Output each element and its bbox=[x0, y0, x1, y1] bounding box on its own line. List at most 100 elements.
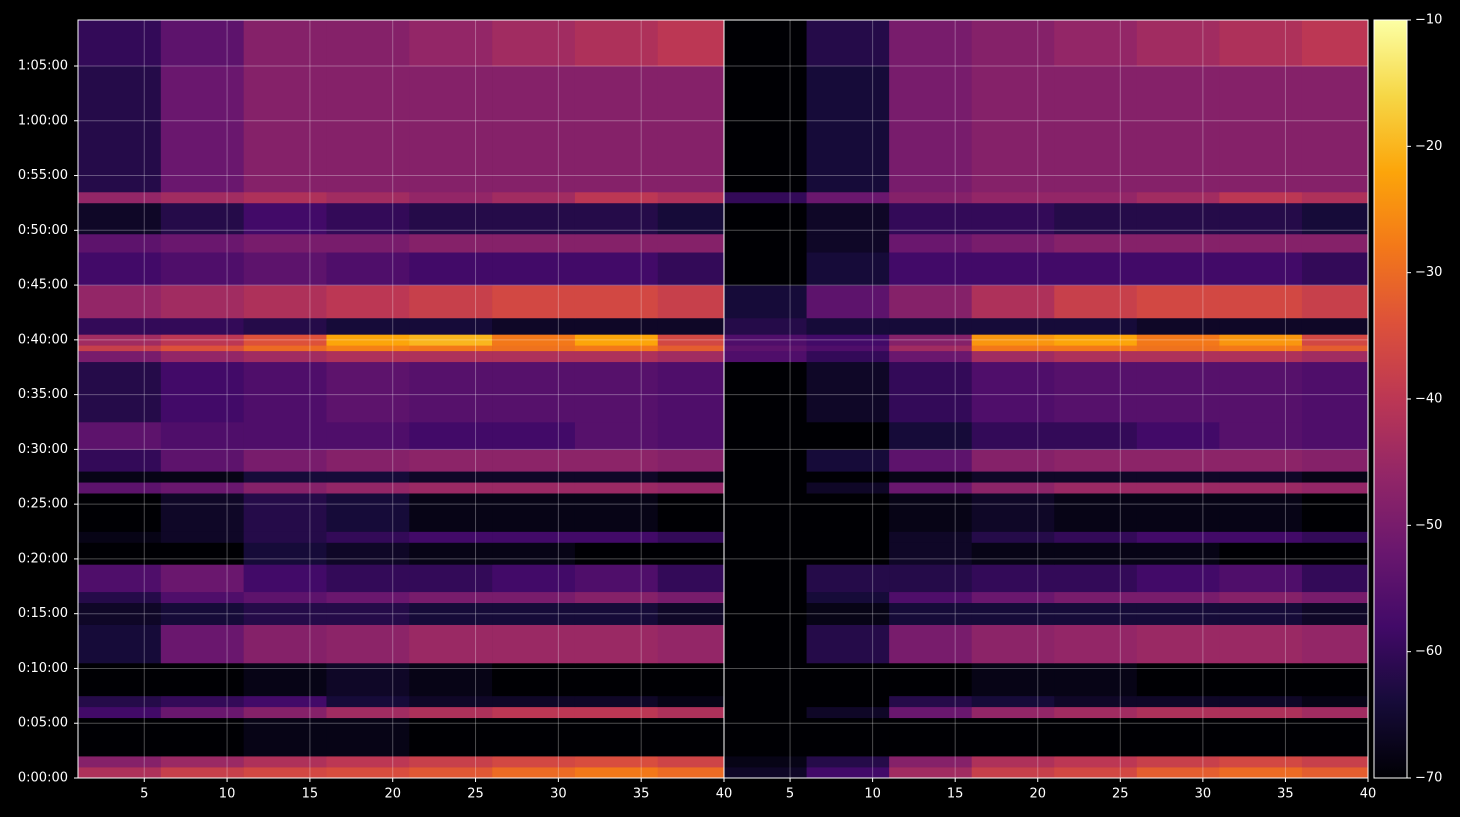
heatmap-cell bbox=[1301, 361, 1369, 423]
heatmap-cell bbox=[160, 756, 244, 768]
heatmap-cell bbox=[243, 482, 327, 494]
heatmap-cell bbox=[724, 66, 807, 193]
heatmap-cell bbox=[1219, 564, 1303, 593]
heatmap-cell bbox=[409, 662, 493, 697]
heatmap-cell bbox=[492, 493, 576, 532]
heatmap-cell bbox=[1136, 252, 1220, 286]
heatmap-cell bbox=[492, 317, 576, 335]
x-tick-label: 5 bbox=[140, 787, 148, 802]
heatmap-cell bbox=[1054, 202, 1138, 235]
heatmap-cell bbox=[78, 602, 162, 625]
heatmap-cell bbox=[492, 350, 576, 363]
heatmap-cell bbox=[409, 345, 493, 352]
heatmap-cell bbox=[971, 591, 1055, 604]
heatmap-cell bbox=[409, 756, 493, 768]
heatmap-cell bbox=[326, 471, 410, 483]
heatmap-cell bbox=[971, 285, 1055, 319]
heatmap-cell bbox=[78, 706, 162, 719]
y-tick-label: 0:05:00 bbox=[18, 716, 68, 731]
heatmap-cell bbox=[78, 345, 162, 352]
y-tick-label: 0:45:00 bbox=[18, 278, 68, 293]
heatmap-cell bbox=[657, 542, 725, 565]
heatmap-cell bbox=[889, 202, 972, 235]
heatmap-cell bbox=[78, 662, 162, 697]
heatmap-cell bbox=[243, 317, 327, 335]
heatmap-cell bbox=[78, 233, 162, 253]
heatmap-cell bbox=[1136, 695, 1220, 708]
heatmap-cell bbox=[806, 233, 890, 253]
heatmap-cell bbox=[1219, 471, 1303, 483]
heatmap-cell bbox=[574, 202, 659, 235]
heatmap-cell bbox=[243, 285, 327, 319]
heatmap-cell bbox=[1136, 602, 1220, 625]
heatmap-cell bbox=[657, 191, 725, 204]
heatmap-cell bbox=[889, 20, 972, 67]
heatmap-cell bbox=[492, 449, 576, 472]
heatmap-cell bbox=[243, 695, 327, 708]
heatmap-cell bbox=[160, 542, 244, 565]
heatmap-cell bbox=[492, 767, 576, 779]
heatmap-cell bbox=[971, 482, 1055, 494]
heatmap-cell bbox=[1054, 449, 1138, 472]
heatmap-cell bbox=[1219, 449, 1303, 472]
heatmap-cell bbox=[1054, 493, 1138, 532]
heatmap-cell bbox=[889, 422, 972, 450]
heatmap-cell bbox=[806, 285, 890, 319]
heatmap-cell bbox=[806, 542, 890, 565]
heatmap-cell bbox=[1301, 564, 1369, 593]
heatmap-cell bbox=[806, 602, 890, 625]
heatmap-cell bbox=[1301, 317, 1369, 335]
heatmap-cell bbox=[724, 695, 807, 708]
heatmap-cell bbox=[1136, 334, 1220, 346]
heatmap-cell bbox=[160, 624, 244, 664]
heatmap-cell bbox=[492, 66, 576, 193]
heatmap-cell bbox=[971, 252, 1055, 286]
heatmap-cell bbox=[160, 591, 244, 604]
y-tick-label: 0:35:00 bbox=[18, 387, 68, 402]
heatmap-cell bbox=[574, 624, 659, 664]
heatmap-cell bbox=[574, 252, 659, 286]
heatmap-cell bbox=[160, 471, 244, 483]
heatmap-cell bbox=[160, 662, 244, 697]
heatmap-cell bbox=[971, 542, 1055, 565]
heatmap-cell bbox=[806, 493, 890, 532]
heatmap-cell bbox=[243, 531, 327, 543]
heatmap-cell bbox=[574, 531, 659, 543]
heatmap-cell bbox=[409, 767, 493, 779]
heatmap-cell bbox=[657, 602, 725, 625]
heatmap-cell bbox=[492, 285, 576, 319]
heatmap-cell bbox=[1054, 756, 1138, 768]
heatmap-cell bbox=[492, 624, 576, 664]
heatmap-cell bbox=[243, 361, 327, 423]
heatmap-cell bbox=[971, 361, 1055, 423]
heatmap-cell bbox=[243, 493, 327, 532]
heatmap-cell bbox=[243, 717, 327, 757]
heatmap-cell bbox=[160, 493, 244, 532]
heatmap-cell bbox=[409, 531, 493, 543]
y-tick-label: 0:15:00 bbox=[18, 606, 68, 621]
heatmap-cell bbox=[1219, 662, 1303, 697]
heatmap-cell bbox=[1219, 756, 1303, 768]
heatmap-cell bbox=[1219, 66, 1303, 193]
heatmap-cell bbox=[78, 191, 162, 204]
heatmap-cell bbox=[724, 233, 807, 253]
colorbar-tick-label: −50 bbox=[1415, 518, 1442, 533]
heatmap-cell bbox=[160, 285, 244, 319]
plot-frame bbox=[723, 19, 1369, 779]
colorbar-tick-label: −30 bbox=[1415, 265, 1442, 280]
heatmap-cell bbox=[492, 471, 576, 483]
heatmap-cell bbox=[806, 717, 890, 757]
heatmap-cell bbox=[806, 334, 890, 346]
heatmap-cell bbox=[409, 191, 493, 204]
heatmap-cell bbox=[1301, 542, 1369, 565]
heatmap-cell bbox=[326, 422, 410, 450]
heatmap-cell bbox=[78, 317, 162, 335]
heatmap-cell bbox=[806, 20, 890, 67]
heatmap-cell bbox=[78, 422, 162, 450]
heatmap-cell bbox=[326, 482, 410, 494]
heatmap-cell bbox=[724, 361, 807, 423]
heatmap-cell bbox=[326, 493, 410, 532]
heatmap-cell bbox=[1301, 66, 1369, 193]
